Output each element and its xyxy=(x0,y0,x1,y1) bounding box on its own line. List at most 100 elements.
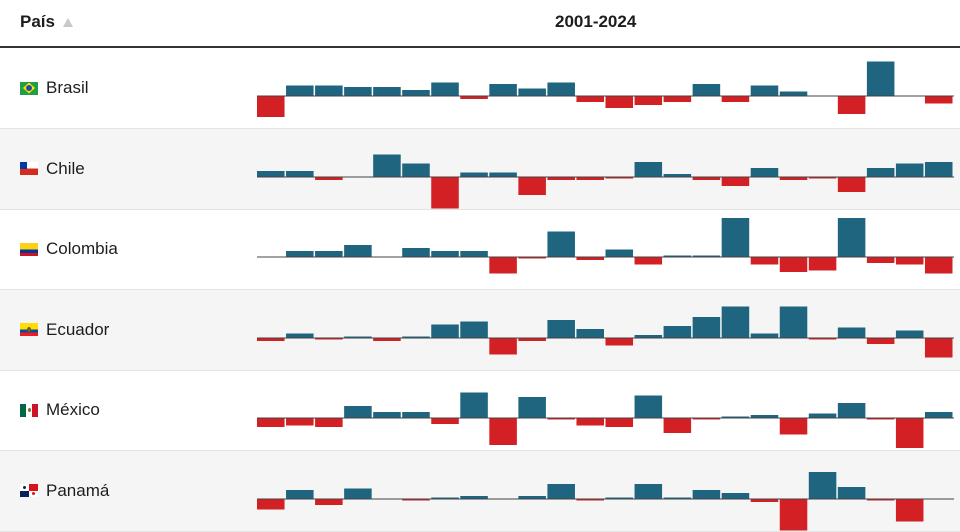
bar-2022[interactable] xyxy=(866,257,895,263)
bar-2007[interactable] xyxy=(431,324,459,338)
bar-2003[interactable] xyxy=(315,498,343,505)
bar-2002[interactable] xyxy=(286,489,314,499)
bar-2014[interactable] xyxy=(634,334,663,338)
bar-2011[interactable] xyxy=(547,483,575,499)
bar-2013[interactable] xyxy=(605,497,634,499)
bar-2002[interactable] xyxy=(286,251,314,257)
bar-2016[interactable] xyxy=(692,176,721,180)
bar-2024[interactable] xyxy=(924,337,953,358)
bar-2012[interactable] xyxy=(576,257,604,260)
bar-2009[interactable] xyxy=(489,418,517,445)
bar-2006[interactable] xyxy=(402,498,430,501)
bar-2007[interactable] xyxy=(431,497,459,499)
bar-2004[interactable] xyxy=(344,245,372,257)
bar-2011[interactable] xyxy=(547,231,575,258)
bar-2023[interactable] xyxy=(895,163,924,177)
bar-2018[interactable] xyxy=(750,498,779,502)
bar-2017[interactable] xyxy=(721,492,750,499)
bar-2015[interactable] xyxy=(663,325,692,338)
bar-2008[interactable] xyxy=(460,251,488,257)
bar-2021[interactable] xyxy=(837,403,866,418)
bar-2023[interactable] xyxy=(895,330,924,338)
bar-2018[interactable] xyxy=(750,85,779,97)
bar-2012[interactable] xyxy=(576,328,604,338)
bar-2024[interactable] xyxy=(924,96,953,104)
bar-2010[interactable] xyxy=(518,176,546,195)
bar-2002[interactable] xyxy=(286,333,314,338)
bar-2003[interactable] xyxy=(315,337,343,340)
bar-2003[interactable] xyxy=(315,418,343,427)
bar-2002[interactable] xyxy=(286,170,314,177)
bar-2016[interactable] xyxy=(692,255,721,258)
bar-2012[interactable] xyxy=(576,176,604,180)
bar-2004[interactable] xyxy=(344,406,372,418)
bar-2014[interactable] xyxy=(634,483,663,499)
bar-2019[interactable] xyxy=(779,176,808,180)
bar-2017[interactable] xyxy=(721,218,750,257)
bar-2024[interactable] xyxy=(924,412,953,418)
bar-2004[interactable] xyxy=(344,87,372,96)
bar-2018[interactable] xyxy=(750,167,779,177)
bar-2002[interactable] xyxy=(286,85,314,97)
bar-2017[interactable] xyxy=(721,306,750,338)
bar-2001[interactable] xyxy=(257,337,285,341)
bar-2022[interactable] xyxy=(866,418,895,420)
bar-2022[interactable] xyxy=(866,167,895,177)
bar-2019[interactable] xyxy=(779,306,808,338)
country-column-header[interactable]: País xyxy=(20,12,73,32)
bar-2007[interactable] xyxy=(431,176,459,209)
bar-2014[interactable] xyxy=(634,96,663,105)
bar-2013[interactable] xyxy=(605,176,634,179)
bar-2020[interactable] xyxy=(808,413,837,419)
bar-2011[interactable] xyxy=(547,418,575,420)
bar-2001[interactable] xyxy=(257,96,285,117)
bar-2021[interactable] xyxy=(837,218,866,257)
bar-2020[interactable] xyxy=(808,257,837,271)
bar-2021[interactable] xyxy=(837,327,866,338)
bar-2012[interactable] xyxy=(576,498,604,501)
bar-2005[interactable] xyxy=(373,87,401,96)
bar-2019[interactable] xyxy=(779,91,808,97)
bar-2016[interactable] xyxy=(692,418,721,420)
bar-2003[interactable] xyxy=(315,85,343,97)
bar-2022[interactable] xyxy=(866,337,895,344)
bar-2009[interactable] xyxy=(489,257,517,274)
bar-2008[interactable] xyxy=(460,172,488,177)
bar-2010[interactable] xyxy=(518,397,546,418)
bar-2020[interactable] xyxy=(808,337,837,340)
bar-2022[interactable] xyxy=(866,61,895,97)
bar-2006[interactable] xyxy=(402,248,430,257)
bar-2014[interactable] xyxy=(634,257,663,265)
bar-2012[interactable] xyxy=(576,96,604,102)
bar-2003[interactable] xyxy=(315,176,343,180)
bar-2004[interactable] xyxy=(344,336,372,338)
bar-2008[interactable] xyxy=(460,321,488,338)
bar-2005[interactable] xyxy=(373,154,401,177)
bar-2001[interactable] xyxy=(257,170,285,177)
bar-2019[interactable] xyxy=(779,498,808,531)
bar-2008[interactable] xyxy=(460,392,488,419)
bar-2009[interactable] xyxy=(489,337,517,355)
bar-2006[interactable] xyxy=(402,336,430,338)
bar-2024[interactable] xyxy=(924,257,953,274)
bar-2019[interactable] xyxy=(779,418,808,435)
bar-2016[interactable] xyxy=(692,316,721,338)
bar-2015[interactable] xyxy=(663,497,692,499)
bar-2023[interactable] xyxy=(895,257,924,265)
bar-2015[interactable] xyxy=(663,418,692,433)
bar-2010[interactable] xyxy=(518,337,546,341)
bar-2017[interactable] xyxy=(721,416,750,419)
bar-2013[interactable] xyxy=(605,337,634,346)
bar-2012[interactable] xyxy=(576,418,604,426)
bar-2002[interactable] xyxy=(286,418,314,426)
bar-2007[interactable] xyxy=(431,82,459,97)
bar-2004[interactable] xyxy=(344,488,372,499)
bar-2015[interactable] xyxy=(663,96,692,102)
bar-2023[interactable] xyxy=(895,418,924,448)
bar-2011[interactable] xyxy=(547,176,575,180)
bar-2005[interactable] xyxy=(373,412,401,418)
bar-2019[interactable] xyxy=(779,257,808,272)
bar-2021[interactable] xyxy=(837,96,866,114)
bar-2023[interactable] xyxy=(895,498,924,522)
bar-2015[interactable] xyxy=(663,173,692,177)
